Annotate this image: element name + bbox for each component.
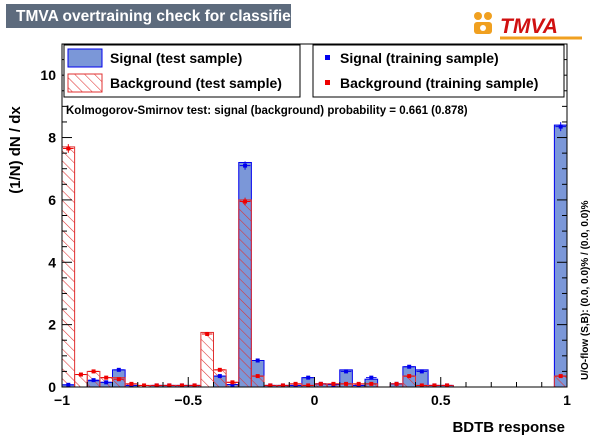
- background-test-bar: [213, 369, 227, 388]
- signal-training-marker: [88, 378, 99, 383]
- logo-mark-icon: [474, 12, 492, 34]
- tmva-logo: TMVA: [474, 12, 582, 40]
- x-axis-label: BDTB response: [452, 419, 565, 436]
- background-training-marker: [340, 381, 352, 386]
- x-tick-label: −1: [54, 392, 70, 408]
- y-tick-label: 4: [48, 254, 56, 270]
- background-training-marker: [138, 383, 150, 388]
- background-training-marker: [88, 369, 99, 374]
- background-training-marker: [429, 383, 440, 388]
- legend-entry-label: Background (test sample): [110, 75, 282, 91]
- background-training-marker: [403, 374, 415, 379]
- y-tick-label: 10: [40, 67, 56, 83]
- signal-training-marker: [403, 364, 415, 369]
- background-training-marker: [290, 381, 301, 386]
- y-axis-label: (1/N) dN / dx: [7, 106, 24, 194]
- background-training-marker: [302, 383, 314, 388]
- signal-training-marker: [100, 380, 112, 385]
- background-training-marker: [189, 383, 200, 388]
- signal-test-bar: [553, 124, 568, 388]
- background-training-marker: [100, 375, 112, 380]
- background-training-marker: [201, 331, 213, 337]
- background-test-bar: [200, 331, 214, 388]
- background-training-marker: [227, 380, 238, 385]
- signal-training-marker: [214, 374, 226, 379]
- y-tick-label: 6: [48, 192, 56, 208]
- background-training-marker: [151, 383, 162, 388]
- signal-training-marker: [340, 369, 352, 374]
- signal-training-marker: [239, 161, 251, 170]
- background-training-marker: [252, 374, 263, 379]
- background-training-marker: [75, 372, 87, 377]
- signal-training-marker: [416, 369, 428, 374]
- background-training-marker: [176, 383, 188, 388]
- legend-box-test: [63, 44, 301, 98]
- background-training-marker: [63, 144, 74, 153]
- logo-text: TMVA: [500, 15, 558, 38]
- background-test-bar: [61, 146, 76, 388]
- signal-training-marker: [366, 375, 377, 380]
- background-training-marker: [277, 383, 289, 388]
- x-tick-label: 1: [563, 392, 571, 408]
- background-training-marker: [214, 367, 226, 372]
- background-training-marker: [113, 377, 125, 382]
- background-training-marker: [239, 197, 251, 206]
- background-training-marker: [328, 381, 339, 386]
- signal-training-marker: [252, 358, 263, 363]
- background-training-marker: [441, 383, 453, 388]
- title-bar: TMVA overtraining check for classifier: …: [6, 4, 349, 28]
- background-training-marker: [366, 381, 377, 386]
- background-training-marker: [265, 383, 276, 388]
- y-tick-label: 2: [48, 317, 56, 333]
- legend-entry-label: Background (training sample): [340, 75, 538, 91]
- legend-swatch-signal-test: [67, 48, 103, 68]
- signal-training-marker: [113, 367, 125, 372]
- background-training-marker: [164, 383, 175, 388]
- x-tick-label: 0.5: [431, 392, 451, 408]
- signal-training-marker: [63, 382, 74, 387]
- page-title: TMVA overtraining check for classifier: …: [16, 8, 350, 25]
- signal-training-marker: [302, 375, 314, 380]
- legend-marker-background-training: [325, 80, 330, 85]
- background-training-marker: [416, 383, 428, 388]
- legend-swatch-background-test: [67, 73, 103, 93]
- legend-entry-label: Signal (training sample): [340, 50, 499, 66]
- y-tick-label: 0: [48, 379, 56, 395]
- signal-training-marker: [555, 122, 566, 132]
- overflow-annotation: U/O-flow (S,B): (0.0, 0.0)% / (0.0, 0.0)…: [580, 200, 591, 380]
- x-tick-label: −0.5: [174, 392, 202, 408]
- legend-marker-signal-training: [325, 55, 330, 60]
- ks-test-annotation: Kolmogorov-Smirnov test: signal (backgro…: [66, 105, 468, 117]
- background-training-marker: [353, 381, 364, 386]
- x-tick-label: 0: [311, 392, 319, 408]
- background-training-marker: [315, 381, 327, 386]
- legend-entry-label: Signal (test sample): [110, 50, 242, 66]
- legend-box-training: [312, 44, 565, 98]
- background-training-marker: [391, 381, 402, 386]
- background-test-bar: [238, 199, 252, 388]
- y-tick-label: 8: [48, 130, 56, 146]
- background-training-marker: [126, 381, 137, 386]
- background-training-marker: [555, 374, 566, 379]
